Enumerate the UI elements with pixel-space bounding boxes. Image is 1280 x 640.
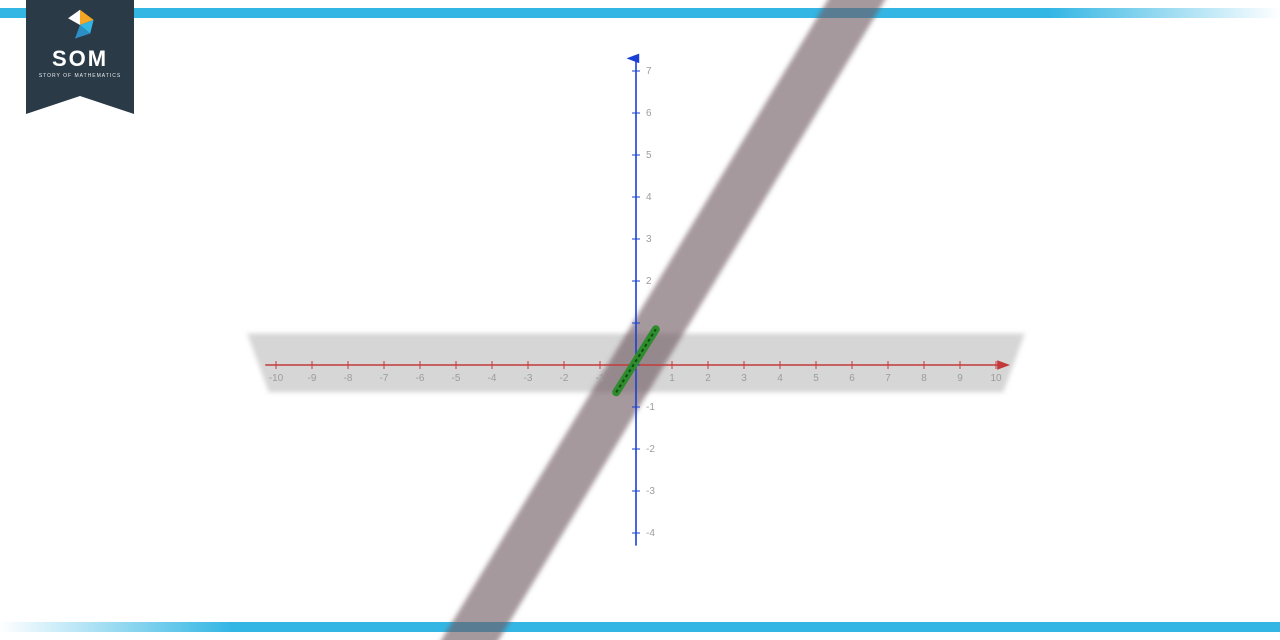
y-tick-label: 5	[646, 150, 652, 161]
x-tick-label: -10	[269, 373, 284, 384]
y-tick-label: 4	[646, 192, 652, 203]
y-tick-label: -4	[646, 528, 655, 539]
y-tick-label: -1	[646, 402, 655, 413]
y-tick-label: 2	[646, 276, 652, 287]
y-tick-label: 6	[646, 108, 652, 119]
x-tick-label: 2	[705, 373, 711, 384]
x-tick-label: -8	[344, 373, 353, 384]
y-tick-label: 1	[646, 318, 652, 329]
diagonal-region	[430, 0, 929, 640]
y-tick-label: -3	[646, 486, 655, 497]
y-tick-label: 3	[646, 234, 652, 245]
x-tick-label: -1	[596, 373, 605, 384]
brand-name: SOM	[52, 46, 108, 72]
x-tick-label: 10	[990, 373, 1002, 384]
coordinate-chart: -10 -9 -8 -7 -6 -5 -4 -3 -2 -1 1 2 3 4 5 6 7 8 9 10 -4 -3 -2 -1…	[0, 0, 1280, 640]
x-tick-label: -2	[560, 373, 569, 384]
x-tick-label: 5	[813, 373, 819, 384]
x-tick-label: 8	[921, 373, 927, 384]
brand-mark-icon	[63, 8, 97, 42]
x-tick-label: -5	[452, 373, 461, 384]
y-tick-label: 7	[646, 66, 652, 77]
x-tick-label: 9	[957, 373, 963, 384]
x-tick-label: -9	[308, 373, 317, 384]
x-tick-label: 7	[885, 373, 891, 384]
x-tick-label: -3	[524, 373, 533, 384]
x-tick-label: 6	[849, 373, 855, 384]
brand-ribbon: SOM STORY OF MATHEMATICS	[26, 0, 134, 108]
brand-tagline: STORY OF MATHEMATICS	[39, 73, 121, 79]
x-tick-label: 4	[777, 373, 783, 384]
x-tick-label: -4	[488, 373, 497, 384]
x-tick-label: 3	[741, 373, 747, 384]
y-tick-label: -2	[646, 444, 655, 455]
x-tick-label: -6	[416, 373, 425, 384]
x-tick-label: -7	[380, 373, 389, 384]
x-tick-label: 1	[669, 373, 675, 384]
